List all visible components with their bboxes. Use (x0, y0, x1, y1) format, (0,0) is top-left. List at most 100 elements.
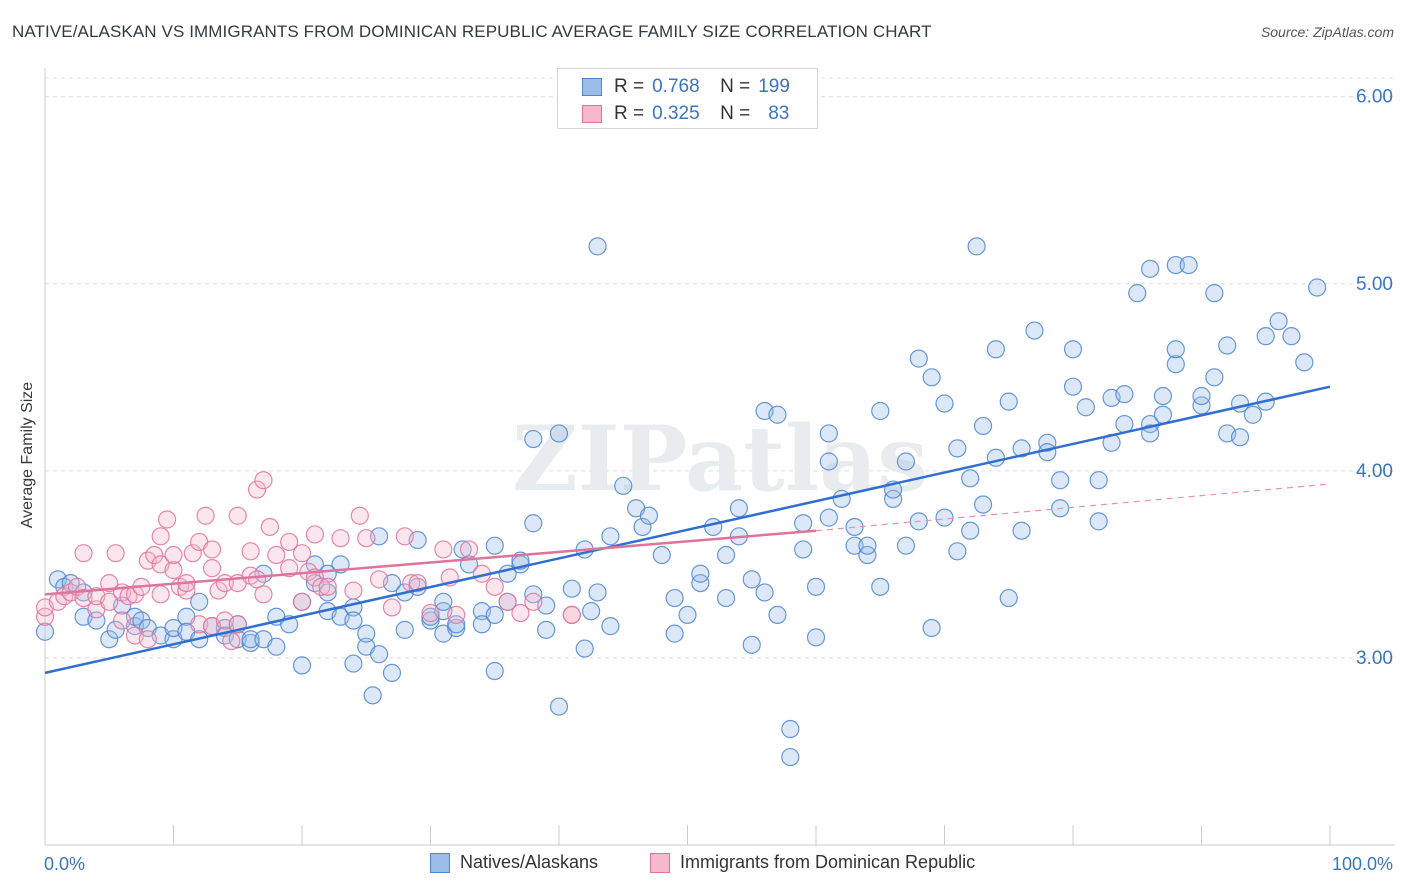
natives-point (562, 579, 581, 598)
legend-swatch-natives (582, 78, 602, 96)
natives-point (1089, 471, 1108, 490)
natives-point (1243, 405, 1263, 424)
legend-n-label: N = (720, 76, 751, 97)
dominican-point (305, 525, 324, 544)
natives-point (447, 615, 466, 634)
dominican-point (280, 532, 299, 552)
natives-point (716, 588, 736, 608)
natives-point (1153, 386, 1173, 406)
natives-point (1012, 439, 1031, 458)
natives-point (1166, 355, 1185, 374)
x-tick-label-max: 100.0% (1332, 854, 1393, 874)
dominican-point (106, 544, 125, 563)
dominican-point (157, 510, 177, 529)
dominican-point (395, 527, 414, 546)
dominican-point (357, 529, 376, 548)
natives-point (1218, 336, 1237, 355)
natives-point (1179, 255, 1198, 275)
natives-point (806, 628, 826, 647)
natives-point (691, 573, 710, 593)
dominican-point (408, 573, 427, 593)
natives-point (652, 545, 671, 565)
natives-point (485, 661, 504, 681)
natives-point (575, 639, 594, 658)
dominican-point (100, 592, 119, 611)
natives-point (1038, 433, 1057, 452)
dominican-point (228, 506, 247, 525)
natives-point (588, 583, 607, 602)
natives-point (1153, 405, 1173, 424)
natives-point (768, 405, 787, 424)
natives-point (678, 605, 697, 625)
natives-point (100, 630, 119, 649)
natives-point (794, 540, 813, 559)
natives-point (781, 719, 800, 739)
dominican-point (260, 517, 279, 537)
dominican-point (312, 577, 331, 596)
natives-point (1230, 428, 1250, 447)
natives-point (132, 611, 151, 630)
natives-point (1205, 284, 1224, 303)
dominican-point (459, 540, 479, 559)
natives-point (819, 452, 838, 471)
dominican-point (183, 544, 202, 563)
natives-point (704, 517, 723, 537)
natives-point (961, 521, 980, 540)
natives-point (1140, 259, 1160, 278)
natives-point (1128, 284, 1147, 303)
natives-point (1192, 386, 1211, 406)
dominican-point (350, 506, 369, 525)
natives-point (755, 583, 774, 602)
legend-r-value-natives: 0.768 (652, 76, 700, 97)
natives-point (896, 536, 916, 555)
dominican-point (382, 598, 402, 617)
natives-point (1192, 396, 1211, 415)
natives-point (524, 585, 543, 604)
natives-point (973, 495, 993, 514)
natives-point (1295, 353, 1314, 372)
natives-point (794, 514, 813, 533)
natives-point (967, 237, 986, 256)
source-label: Source: ZipAtlas.com (1260, 24, 1394, 40)
natives-point (292, 656, 312, 675)
natives-point (267, 637, 286, 656)
natives-point (453, 540, 472, 559)
legend-r-value-dominican: 0.325 (652, 103, 700, 124)
natives-point (948, 542, 967, 561)
dominican-point (331, 529, 350, 548)
natives-point (485, 605, 504, 625)
dominican-point (421, 603, 440, 623)
natives-point (1089, 512, 1108, 531)
natives-point (999, 588, 1018, 608)
dominican-trend-line (44, 529, 817, 596)
legend-n-label: N = (720, 103, 751, 124)
dominican-point (247, 570, 267, 589)
natives-point (434, 592, 453, 611)
natives-point (241, 630, 260, 649)
bottom-legend-swatch-natives (430, 852, 450, 873)
natives-point (858, 536, 877, 555)
dominican-point (267, 545, 286, 565)
natives-point (1063, 377, 1083, 396)
dominican-point (247, 480, 267, 499)
natives-point (1051, 471, 1070, 490)
natives-point (948, 439, 967, 458)
natives-point (524, 514, 543, 533)
dominican-point (292, 544, 312, 563)
natives-point (35, 622, 55, 641)
natives-point (922, 618, 941, 638)
y-tick-label: 4.00 (1356, 461, 1393, 482)
dominican-point (280, 559, 299, 578)
natives-point (871, 577, 890, 596)
dominican-point (434, 540, 453, 559)
natives-point (858, 545, 877, 565)
dominican-point (74, 544, 93, 563)
natives-point (986, 448, 1006, 467)
dominican-trend-extension (815, 483, 1331, 532)
dominican-point (254, 585, 273, 604)
dominican-point (498, 592, 517, 611)
dominican-point (145, 545, 164, 565)
dominican-point (511, 603, 530, 623)
natives-trend-line (44, 385, 1331, 675)
natives-point (582, 602, 601, 621)
